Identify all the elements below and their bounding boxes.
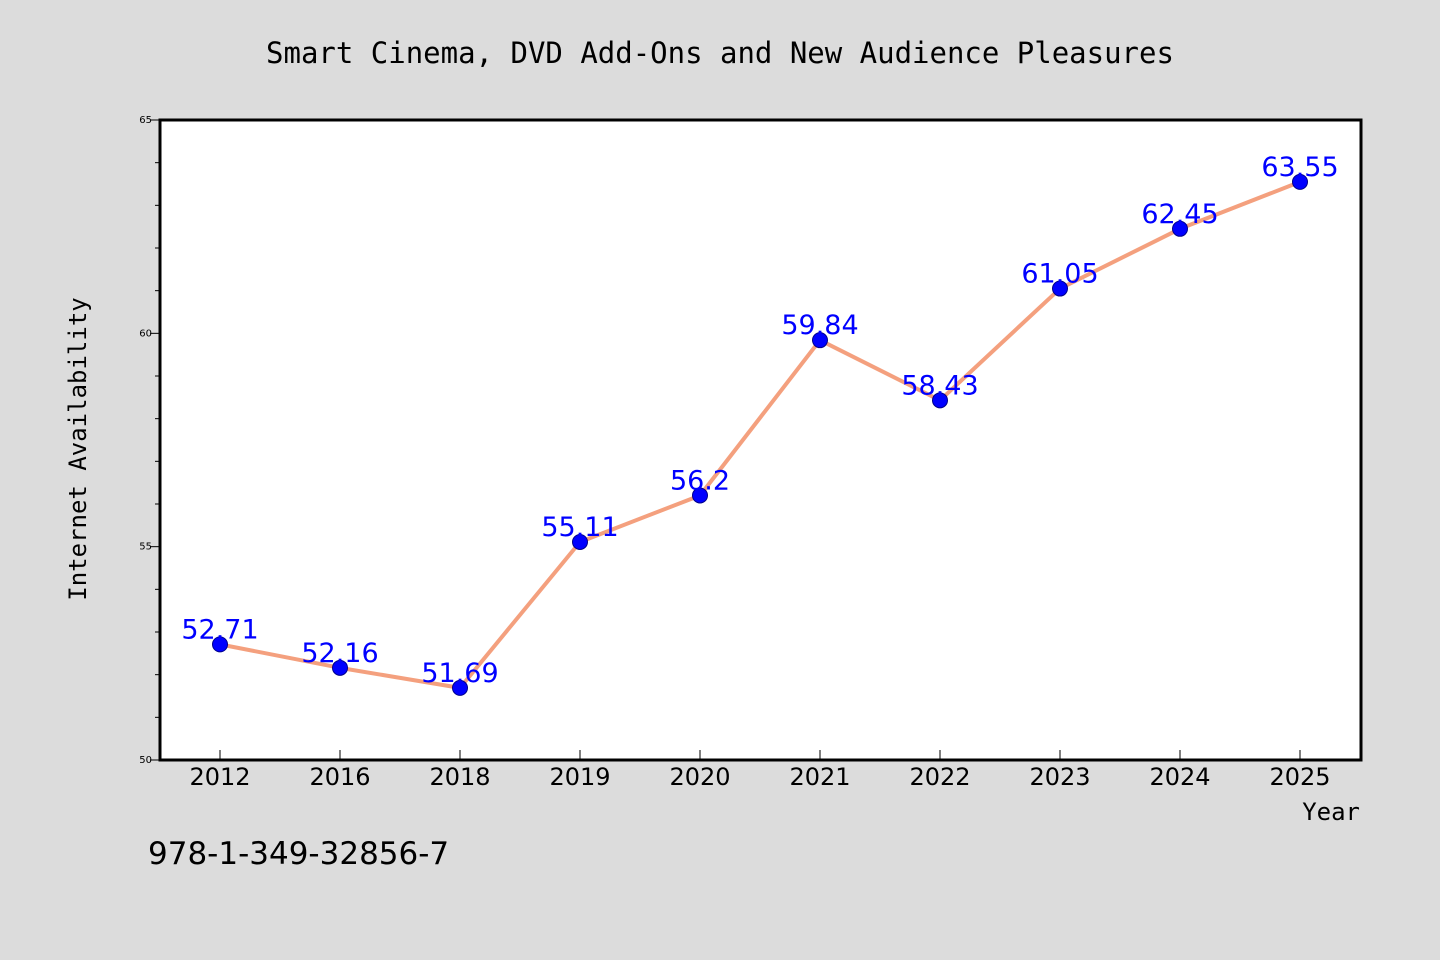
data-label: 52.71 [181, 614, 258, 645]
data-point [812, 332, 828, 349]
data-label: 56.2 [670, 465, 730, 496]
x-tick-label: 2019 [549, 763, 610, 791]
series-line [218, 179, 1302, 690]
plot-area [160, 120, 1361, 760]
data-label: 63.55 [1261, 152, 1338, 183]
x-tick-label: 2012 [189, 763, 250, 791]
data-point [1052, 280, 1068, 297]
x-axis-ticks: 2012 2016 2018 2019 2020 2021 2022 2023 2024 2025 [189, 750, 1331, 791]
y-tick-label: 50 [139, 755, 152, 766]
x-tick-label: 2020 [669, 763, 730, 791]
data-point [932, 392, 948, 409]
y-axis-ticks: 50 55 60 65 [139, 115, 160, 766]
data-label: 52.16 [301, 638, 378, 669]
plot-frame [158, 118, 1363, 762]
x-tick-label: 2025 [1269, 763, 1330, 791]
x-axis-label: Year [1302, 798, 1360, 826]
data-point [572, 533, 588, 550]
data-label: 55.11 [541, 512, 618, 543]
y-tick-label: 55 [139, 542, 152, 553]
series-line-group [218, 179, 1302, 690]
data-point [452, 679, 468, 696]
data-point [1292, 173, 1308, 190]
data-label: 59.84 [781, 310, 858, 341]
data-point [212, 636, 228, 653]
x-tick-label: 2021 [789, 763, 850, 791]
x-tick-label: 2023 [1029, 763, 1090, 791]
y-tick-label: 65 [139, 115, 152, 126]
x-tick-label: 2022 [909, 763, 970, 791]
data-point [332, 659, 348, 676]
data-label: 61.05 [1021, 259, 1098, 290]
isbn-text: 978-1-349-32856-7 [148, 836, 449, 872]
y-tick-label: 60 [139, 328, 152, 339]
data-label: 51.69 [421, 658, 498, 689]
data-point [692, 487, 708, 504]
data-labels: 52.71 52.16 51.69 55.11 56.2 59.84 58.43 61.05 6… [181, 152, 1338, 689]
data-point [1172, 220, 1188, 237]
x-tick-label: 2024 [1149, 763, 1210, 791]
data-label: 62.45 [1141, 199, 1218, 230]
y-axis-label: Internet Availability [64, 297, 92, 600]
chart-title: Smart Cinema, DVD Add-Ons and New Audien… [266, 36, 1174, 70]
x-tick-label: 2018 [429, 763, 490, 791]
x-tick-label: 2016 [309, 763, 370, 791]
series-markers [212, 173, 1308, 696]
data-label: 58.43 [901, 370, 978, 401]
